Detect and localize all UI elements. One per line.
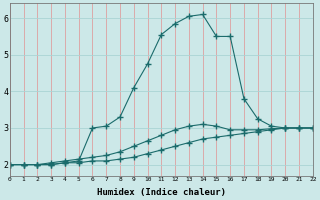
X-axis label: Humidex (Indice chaleur): Humidex (Indice chaleur)	[97, 188, 226, 197]
